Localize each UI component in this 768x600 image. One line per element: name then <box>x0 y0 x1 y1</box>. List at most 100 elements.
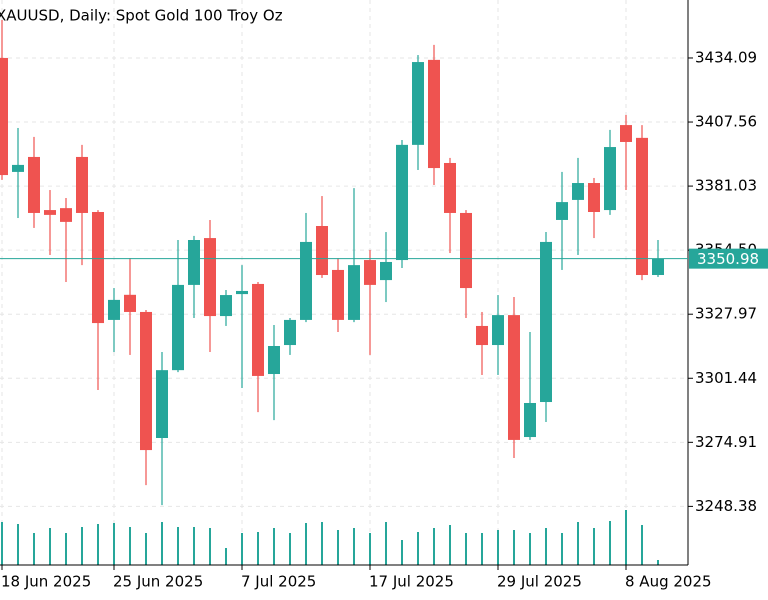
volume-bar <box>449 525 451 565</box>
candle-body <box>428 59 440 169</box>
candle-body <box>108 299 120 320</box>
candle-body <box>204 238 216 317</box>
volume-bar <box>593 528 595 565</box>
volume-bar <box>545 528 547 565</box>
volume-bar <box>273 528 275 565</box>
candle-body <box>332 269 344 320</box>
candle-body <box>28 156 40 213</box>
candle-body <box>60 208 72 222</box>
volume-bar <box>145 533 147 565</box>
volume-bar <box>641 525 643 565</box>
volume-bar <box>321 522 323 565</box>
candle-body <box>636 137 648 276</box>
chart-title: XAUUSD, Daily: Spot Gold 100 Troy Oz <box>0 7 283 25</box>
candle-body <box>172 284 184 371</box>
x-tick-label: 7 Jul 2025 <box>241 573 316 591</box>
volume-bar <box>529 533 531 565</box>
volume-bar <box>257 532 259 565</box>
candle-body <box>540 241 552 403</box>
candle-body <box>476 325 488 346</box>
volume-bar <box>401 540 403 565</box>
y-tick-label: 3407.56 <box>695 113 757 131</box>
volume-bar <box>1 522 3 565</box>
candle-body <box>588 183 600 212</box>
volume-bar <box>369 533 371 565</box>
volume-bar <box>305 523 307 565</box>
volume-bar <box>433 528 435 565</box>
volume-bar <box>353 528 355 565</box>
candle-body <box>492 315 504 346</box>
candle-body <box>188 240 200 285</box>
volume-layer <box>1 510 659 565</box>
volume-bar <box>481 533 483 565</box>
volume-bar <box>241 533 243 565</box>
volume-bar <box>209 528 211 565</box>
x-tick-label: 29 Jul 2025 <box>497 573 582 591</box>
candle-body <box>252 283 264 376</box>
candle-body <box>572 183 584 200</box>
volume-bar <box>385 522 387 565</box>
volume-bar <box>289 533 291 565</box>
candle-body <box>300 241 312 320</box>
volume-bar <box>497 530 499 565</box>
volume-bar <box>161 522 163 565</box>
volume-bar <box>577 522 579 565</box>
candle-body <box>284 319 296 346</box>
candle-body <box>364 260 376 285</box>
candle-body <box>156 370 168 438</box>
volume-bar <box>193 527 195 565</box>
candle-body <box>444 162 456 213</box>
candle-body <box>460 212 472 289</box>
volume-bar <box>561 533 563 565</box>
y-tick-label: 3434.09 <box>695 48 757 66</box>
volume-bar <box>657 560 659 565</box>
candle-body <box>12 164 24 172</box>
candle-body <box>524 402 536 438</box>
candle-body <box>652 258 664 276</box>
volume-bar <box>65 533 67 565</box>
candle-body <box>316 226 328 276</box>
candle-body <box>44 210 56 215</box>
candle-body <box>92 211 104 324</box>
x-tick-label: 25 Jun 2025 <box>113 573 203 591</box>
candle-body <box>268 346 280 375</box>
candle-body <box>620 125 632 142</box>
volume-bar <box>625 510 627 565</box>
candle-body <box>396 144 408 261</box>
candle-body <box>124 294 136 312</box>
volume-bar <box>97 524 99 565</box>
x-tick-label: 8 Aug 2025 <box>625 573 712 591</box>
candle-body <box>556 202 568 220</box>
candle-body <box>348 265 360 320</box>
y-tick-label: 3381.03 <box>695 177 757 195</box>
y-tick-label: 3248.38 <box>695 497 757 515</box>
candle-layer <box>0 20 664 506</box>
y-tick-label: 3301.44 <box>695 369 757 387</box>
x-tick-label: 18 Jun 2025 <box>1 573 91 591</box>
volume-bar <box>177 527 179 565</box>
candle-body <box>220 295 232 317</box>
candle-body <box>76 156 88 213</box>
volume-bar <box>49 528 51 565</box>
x-tick-label: 17 Jul 2025 <box>369 573 454 591</box>
volume-bar <box>129 527 131 565</box>
volume-bar <box>225 548 227 565</box>
volume-bar <box>81 527 83 565</box>
last-price-box <box>689 248 768 269</box>
candle-body <box>412 62 424 145</box>
volume-bar <box>337 530 339 565</box>
candle-body <box>0 57 8 176</box>
y-tick-label: 3327.97 <box>695 305 757 323</box>
last-price-label: 3350.98 <box>697 250 759 268</box>
candle-body <box>140 311 152 451</box>
candle-body <box>236 290 248 295</box>
candle-body <box>508 315 520 440</box>
volume-bar <box>609 521 611 565</box>
axis-layer: 3434.093407.563381.033354.503327.973301.… <box>0 48 768 591</box>
volume-bar <box>465 533 467 565</box>
volume-bar <box>17 524 19 565</box>
volume-bar <box>417 532 419 565</box>
volume-bar <box>113 523 115 565</box>
candle-body <box>380 261 392 281</box>
